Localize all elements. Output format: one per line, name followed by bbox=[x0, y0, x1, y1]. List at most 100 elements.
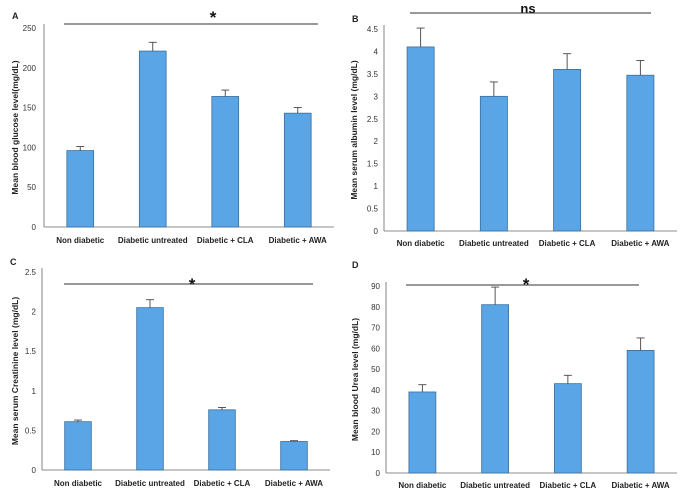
y-tick-label: 250 bbox=[23, 24, 37, 33]
y-tick-label: 0 bbox=[32, 466, 37, 475]
y-tick-label: 150 bbox=[23, 104, 37, 113]
x-category-label: Diabetic untreated bbox=[115, 479, 185, 488]
y-tick-label: 2.5 bbox=[25, 268, 37, 277]
x-category-label: Diabetic untreated bbox=[459, 239, 529, 248]
y-tick-label: 0 bbox=[374, 227, 379, 236]
y-tick-label: 2 bbox=[32, 308, 37, 317]
x-axis-categories: Non diabetic Diabetic untreated Diabetic +… bbox=[398, 481, 670, 490]
bar bbox=[479, 95, 508, 232]
chart-panel-a: A * Mean blood glucose level(mg/dL) 0 50 1… bbox=[10, 8, 334, 245]
chart-panel-d: D * Mean blood Urea level (mg/dL) 010203… bbox=[350, 260, 677, 490]
bar bbox=[553, 69, 582, 232]
significance-label: ns bbox=[520, 1, 535, 16]
panel-label: C bbox=[10, 257, 17, 267]
error-bar bbox=[293, 107, 302, 114]
bars bbox=[64, 299, 308, 471]
y-tick-label: 40 bbox=[371, 386, 380, 395]
bar bbox=[406, 46, 435, 232]
error-bar bbox=[636, 337, 645, 351]
x-category-label: Diabetic + AWA bbox=[611, 239, 669, 248]
error-bar bbox=[74, 419, 82, 422]
panel-label: D bbox=[352, 260, 359, 270]
chart-panel-b: B ns Mean serum albumin level (mg/dL) 00… bbox=[349, 1, 677, 248]
y-tick-label: 0.5 bbox=[367, 205, 379, 214]
x-category-label: Non diabetic bbox=[397, 239, 446, 248]
bar bbox=[208, 409, 236, 471]
error-bar bbox=[148, 41, 157, 52]
y-tick-label: 1 bbox=[374, 182, 379, 191]
y-tick-label: 80 bbox=[371, 303, 380, 312]
y-tick-label: 4.5 bbox=[367, 25, 379, 34]
error-bar bbox=[76, 146, 85, 151]
bar bbox=[64, 421, 92, 471]
bar bbox=[481, 304, 509, 474]
y-tick-label: 0 bbox=[376, 469, 381, 478]
y-tick-label: 30 bbox=[371, 407, 380, 416]
x-category-label: Diabetic untreated bbox=[460, 481, 530, 490]
error-bar bbox=[563, 53, 572, 70]
y-axis-ticks: 0 10 20 30 40 50 60 70 80 90 bbox=[371, 282, 380, 478]
x-axis-categories: Non diabetic Diabetic untreated Diabetic +… bbox=[56, 236, 327, 245]
x-category-label: Non diabetic bbox=[398, 481, 447, 490]
y-tick-label: 50 bbox=[371, 365, 380, 374]
error-bar bbox=[563, 374, 572, 384]
y-tick-label: 1 bbox=[32, 387, 37, 396]
y-axis-ticks: 0 0.5 1 1.5 2 2.5 3 3.5 4 4.5 bbox=[367, 25, 379, 236]
panel-label: B bbox=[352, 14, 359, 24]
chart-panel-c: C * Mean serum Creatinine level (mg/dL) … bbox=[10, 257, 330, 488]
error-bar bbox=[146, 299, 154, 308]
bar bbox=[283, 112, 312, 228]
bar bbox=[280, 441, 308, 471]
bar bbox=[211, 96, 240, 228]
y-tick-label: 2.5 bbox=[367, 115, 379, 124]
y-axis-ticks: 0 50 100 150 200 250 bbox=[23, 24, 37, 232]
y-tick-label: 10 bbox=[371, 448, 380, 457]
x-category-label: Diabetic + AWA bbox=[612, 481, 670, 490]
error-bar bbox=[221, 89, 230, 97]
y-tick-label: 0.5 bbox=[25, 426, 37, 435]
x-category-label: Diabetic + CLA bbox=[539, 239, 596, 248]
y-tick-label: 2 bbox=[374, 137, 379, 146]
y-tick-label: 100 bbox=[23, 143, 37, 152]
y-axis-label: Mean serum albumin level (mg/dL) bbox=[349, 60, 359, 200]
panel-label: A bbox=[12, 11, 19, 21]
bar bbox=[136, 307, 164, 471]
bars bbox=[408, 286, 655, 474]
error-bar bbox=[290, 440, 298, 442]
y-tick-label: 20 bbox=[371, 427, 380, 436]
error-bar bbox=[418, 384, 427, 392]
y-axis-label: Mean blood glucose level(mg/dL) bbox=[10, 60, 20, 194]
y-axis-ticks: 0 0.5 1 1.5 2 2.5 bbox=[25, 268, 37, 475]
y-tick-label: 3 bbox=[374, 92, 379, 101]
x-category-label: Non diabetic bbox=[54, 479, 103, 488]
x-axis-categories: Non diabetic Diabetic untreated Diabetic +… bbox=[54, 479, 323, 488]
error-bar bbox=[218, 406, 226, 410]
x-category-label: Diabetic + CLA bbox=[540, 481, 597, 490]
bar bbox=[554, 383, 582, 474]
y-axis-label: Mean serum Creatinine level (mg/dL) bbox=[10, 297, 20, 445]
y-tick-label: 4 bbox=[374, 47, 379, 56]
bar bbox=[408, 391, 437, 474]
bars bbox=[66, 41, 312, 228]
y-tick-label: 1.5 bbox=[367, 160, 379, 169]
bar bbox=[626, 350, 655, 474]
y-axis-label: Mean blood Urea level (mg/dL) bbox=[350, 318, 360, 441]
bar bbox=[626, 74, 655, 232]
y-tick-label: 90 bbox=[371, 282, 380, 291]
x-axis-categories: Non diabetic Diabetic untreated Diabetic +… bbox=[397, 239, 670, 248]
x-category-label: Diabetic untreated bbox=[118, 236, 188, 245]
y-tick-label: 60 bbox=[371, 344, 380, 353]
significance-label: * bbox=[210, 8, 217, 27]
y-tick-label: 3.5 bbox=[367, 70, 379, 79]
x-category-label: Diabetic + AWA bbox=[265, 479, 323, 488]
error-bar bbox=[636, 59, 645, 76]
error-bar bbox=[491, 286, 500, 305]
x-category-label: Diabetic + AWA bbox=[269, 236, 327, 245]
x-category-label: Diabetic + CLA bbox=[194, 479, 251, 488]
error-bar bbox=[489, 81, 498, 97]
y-tick-label: 0 bbox=[32, 223, 37, 232]
bar bbox=[138, 50, 167, 228]
x-category-label: Non diabetic bbox=[56, 236, 105, 245]
x-category-label: Diabetic + CLA bbox=[197, 236, 254, 245]
y-tick-label: 50 bbox=[27, 183, 36, 192]
